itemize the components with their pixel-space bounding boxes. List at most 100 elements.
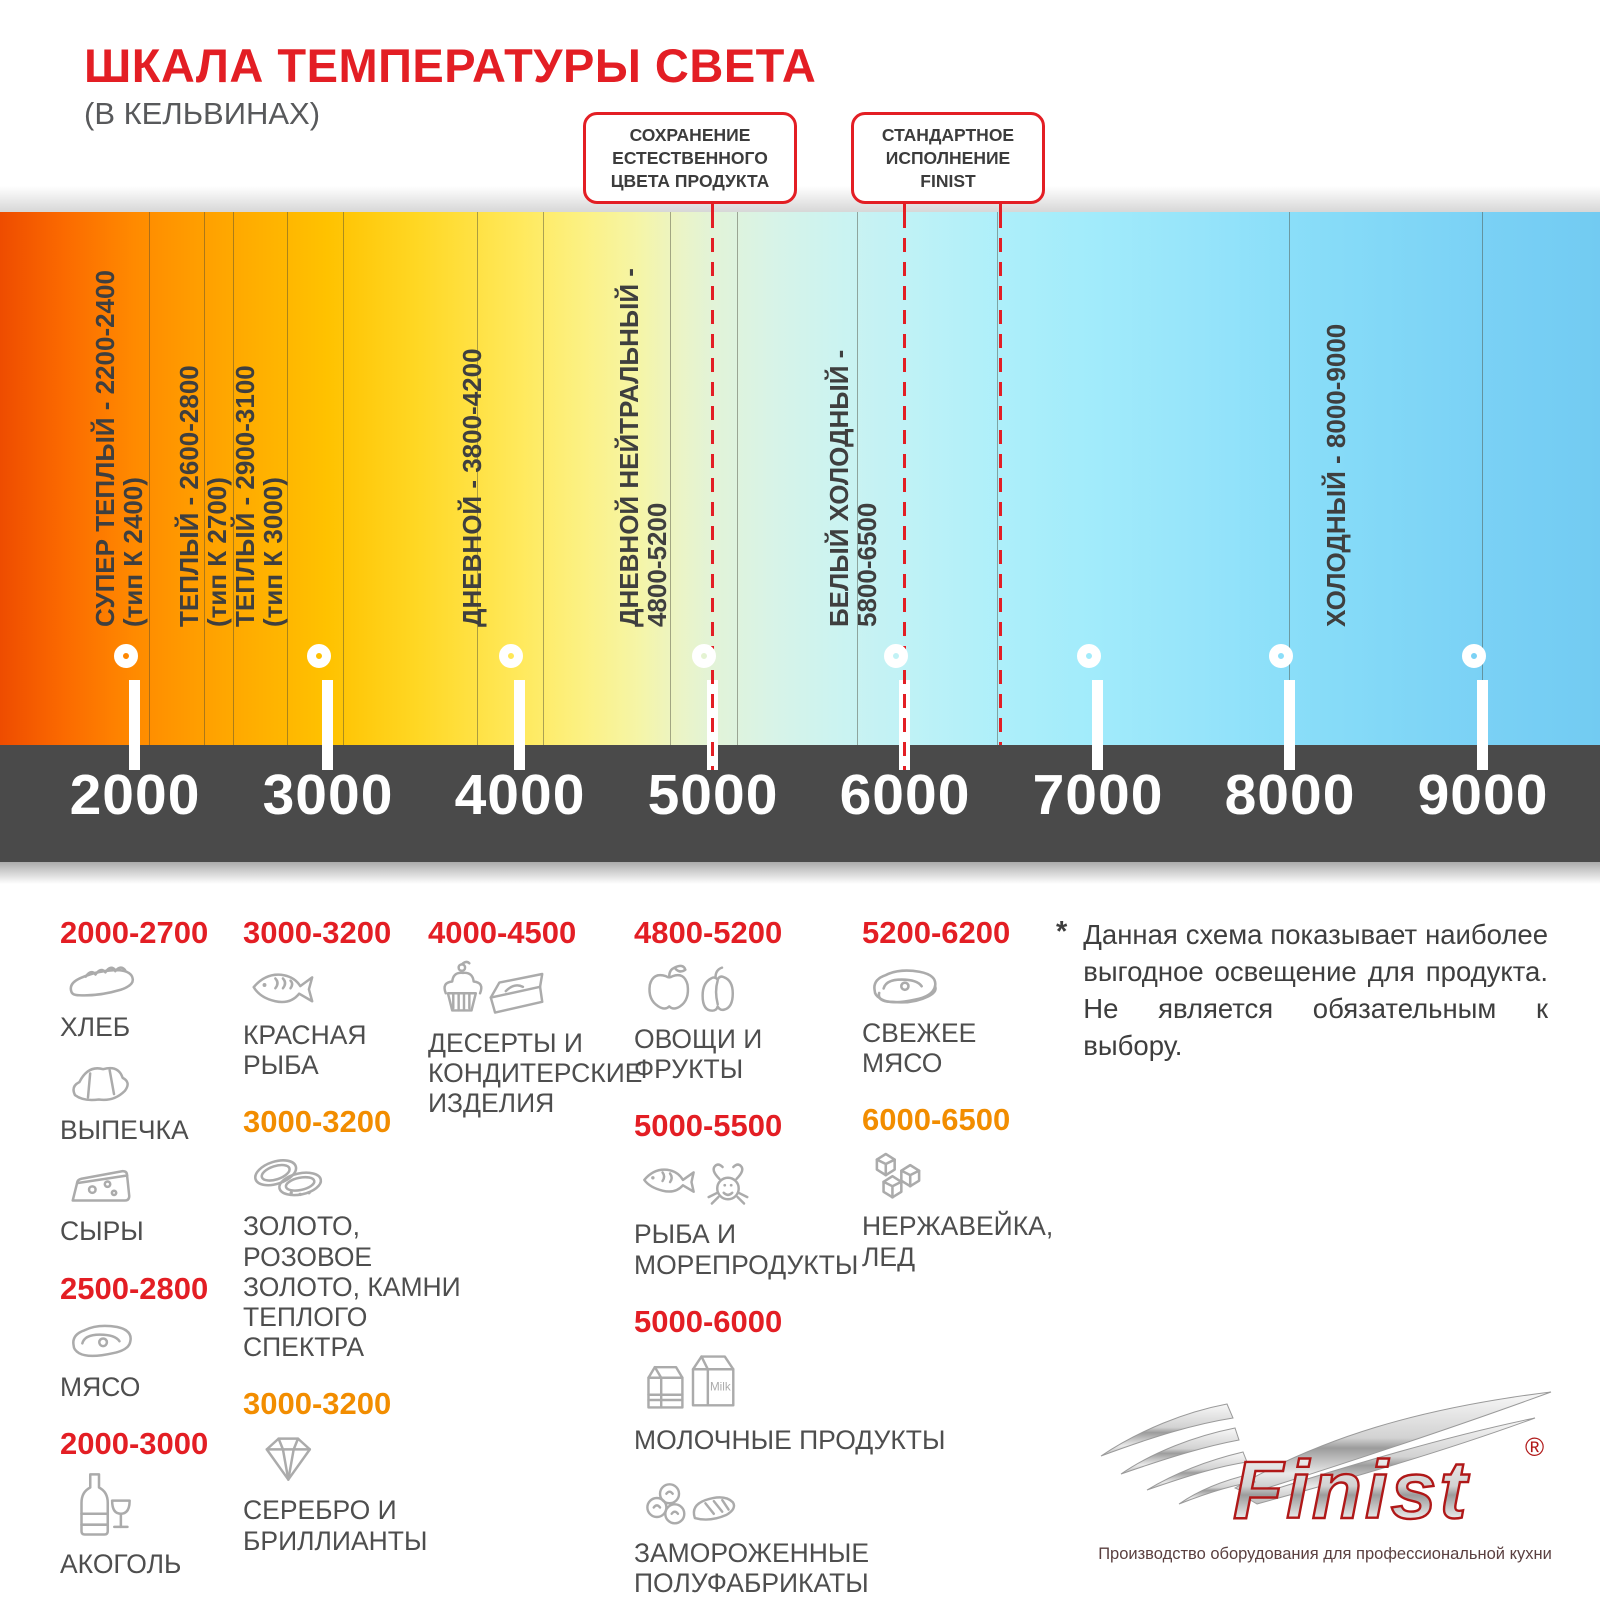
- ice-icon: [868, 1146, 1060, 1207]
- zone-gridline: [857, 212, 858, 745]
- category-item-label: МОЛОЧНЫЕ ПРОДУКТЫ: [634, 1424, 946, 1455]
- callout-natural-color: СОХРАНЕНИЕ ЕСТЕСТВЕННОГО ЦВЕТА ПРОДУКТА: [583, 112, 797, 205]
- bar-bottom-shadow: [0, 862, 1600, 884]
- croissant-icon: [66, 1054, 238, 1111]
- range-label: 5200-6200: [862, 915, 1011, 950]
- category-item-label: АКОГОЛЬ: [60, 1548, 182, 1579]
- axis-tick-6000: 6000: [839, 763, 971, 827]
- axis-tick-2000: 2000: [69, 763, 201, 827]
- zone-label-super-warm: СУПЕР ТЕПЛЫЙ - 2200-2400 (тип К 2400): [90, 270, 148, 627]
- registered-trademark-icon: ®: [1525, 1432, 1544, 1462]
- zone-gridline: [477, 212, 478, 745]
- zone-gridline: [1289, 212, 1290, 745]
- category-column-3: 4000-4500 ДЕСЕРТЫ И КОНДИТЕРСКИЕ ИЗДЕЛИЯ: [428, 915, 646, 1131]
- zone-gridline: [1482, 212, 1483, 745]
- category-item-label: СЫРЫ: [60, 1216, 144, 1247]
- marker-ring-5000: [692, 644, 716, 668]
- range-label: 2000-2700: [60, 915, 209, 950]
- marker-stem: [514, 680, 525, 770]
- category-item: СЫРЫ: [60, 1157, 238, 1246]
- meat-icon: [66, 1315, 238, 1368]
- dashed-line-6000k: [903, 214, 906, 770]
- range-label: 4000-4500: [428, 915, 577, 950]
- dessert-icon: [434, 959, 646, 1024]
- category-item: СЕРЕБРО И БРИЛЛИАНТЫ: [243, 1430, 495, 1556]
- marker-ring-3000: [307, 644, 331, 668]
- marker-ring-6000: [884, 644, 908, 668]
- milk-carton-text: Milk: [710, 1380, 731, 1393]
- range-label: 6000-6500: [862, 1102, 1011, 1138]
- zone-label-cool-white: БЕЛЫЙ ХОЛОДНЫЙ - 5800-6500: [824, 349, 882, 627]
- category-column-5: 5200-6200 СВЕЖЕЕ МЯСО 6000-6500: [862, 915, 1060, 1284]
- callout-leg: [711, 196, 714, 214]
- logo-tagline: Производство оборудования для профессион…: [1098, 1545, 1552, 1563]
- page-title: ШКАЛА ТЕМПЕРАТУРЫ СВЕТА: [84, 39, 817, 92]
- range-label: 5000-6000: [634, 1303, 783, 1339]
- zone-gridline: [233, 212, 234, 745]
- frozen-icon: [640, 1467, 892, 1534]
- marker-stem: [1477, 680, 1488, 770]
- marker-ring-7000: [1077, 644, 1101, 668]
- temperature-gradient-band: [0, 212, 1600, 745]
- axis-bar: [0, 745, 1600, 862]
- zone-gridline: [737, 212, 738, 745]
- marker-stem: [129, 680, 140, 770]
- zone-gridline: [204, 212, 205, 745]
- zone-gridline: [149, 212, 150, 745]
- category-item-label: ОВОЩИ И ФРУКТЫ: [634, 1024, 763, 1085]
- zone-gridline: [670, 212, 671, 745]
- category-item: МЯСО: [60, 1315, 238, 1402]
- marker-stem: [1284, 680, 1295, 770]
- category-column-1: 2000-2700 ХЛЕБ ВЫПЕЧКА: [60, 915, 238, 1591]
- axis-tick-9000: 9000: [1417, 763, 1549, 827]
- wing-shapes: [1100, 1391, 1552, 1505]
- zone-gridline: [997, 212, 998, 745]
- marker-ring-2000: [114, 644, 138, 668]
- finist-brand-text: Finist: [1233, 1445, 1470, 1536]
- dashed-line-6500k: [999, 214, 1002, 745]
- band-top-shadow: [0, 186, 1600, 212]
- category-item-label: ЗОЛОТО, РОЗОВОЕ ЗОЛОТО, КАМНИ ТЕПЛОГО СП…: [243, 1211, 461, 1363]
- category-item: АКОГОЛЬ: [60, 1470, 238, 1579]
- callout-finist-standard: СТАНДАРТНОЕ ИСПОЛНЕНИЕ FINIST: [851, 112, 1045, 205]
- category-item: ЗОЛОТО, РОЗОВОЕ ЗОЛОТО, КАМНИ ТЕПЛОГО СП…: [243, 1148, 495, 1362]
- category-item-label: ДЕСЕРТЫ И КОНДИТЕРСКИЕ ИЗДЕЛИЯ: [428, 1028, 643, 1119]
- footnote: * Данная схема показывает наиболее выгод…: [1056, 916, 1548, 1065]
- page-subtitle: (В КЕЛЬВИНАХ): [84, 96, 321, 131]
- category-item-label: СВЕЖЕЕ МЯСО: [862, 1018, 977, 1079]
- diamond-icon: [249, 1430, 495, 1491]
- footnote-text: Данная схема показывает наиболее выгодно…: [1083, 919, 1548, 1062]
- marker-stem: [322, 680, 333, 770]
- finist-wings-logo: Finist ®: [1100, 1391, 1552, 1537]
- axis-tick-4000: 4000: [454, 763, 586, 827]
- fish-icon: [249, 959, 495, 1016]
- zone-gridline: [287, 212, 288, 745]
- cheese-icon: [66, 1157, 238, 1212]
- produce-icon: [640, 959, 892, 1020]
- range-label: 3000-3200: [243, 1386, 392, 1422]
- category-item: ХЛЕБ: [60, 959, 238, 1042]
- category-item: СВЕЖЕЕ МЯСО: [862, 959, 1060, 1078]
- category-item-label: ВЫПЕЧКА: [60, 1115, 189, 1146]
- zone-label-warm-2700: ТЕПЛЫЙ - 2600-2800 (тип К 2700): [174, 365, 232, 627]
- zone-gridline: [543, 212, 544, 745]
- zone-gridline: [343, 212, 344, 745]
- seafood-icon: [640, 1152, 892, 1215]
- axis-tick-8000: 8000: [1224, 763, 1356, 827]
- alcohol-icon: [66, 1470, 238, 1545]
- category-item-label: МЯСО: [60, 1371, 141, 1402]
- marker-ring-4000: [499, 644, 523, 668]
- axis-tick-5000: 5000: [647, 763, 779, 827]
- steak-icon: [868, 959, 1060, 1014]
- category-item-label: СЕРЕБРО И БРИЛЛИАНТЫ: [243, 1495, 428, 1556]
- zone-label-cold: ХОЛОДНЫЙ - 8000-9000: [1321, 323, 1351, 627]
- zone-label-daylight-neutral: ДНЕВНОЙ НЕЙТРАЛЬНЫЙ - 4800-5200: [614, 268, 672, 627]
- dashed-line-5000k: [711, 214, 714, 770]
- marker-ring-8000: [1269, 644, 1293, 668]
- zone-label-daylight: ДНЕВНОЙ - 3800-4200: [457, 348, 487, 627]
- zone-label-warm-3000: ТЕПЛЫЙ - 2900-3100 (тип К 3000): [230, 365, 288, 627]
- finist-logo: Finist ® Производство оборудования для п…: [1085, 1372, 1565, 1564]
- milk-icon: Milk: [640, 1348, 892, 1421]
- category-item: Milk МОЛОЧНЫЕ ПРОДУКТЫ: [634, 1348, 946, 1455]
